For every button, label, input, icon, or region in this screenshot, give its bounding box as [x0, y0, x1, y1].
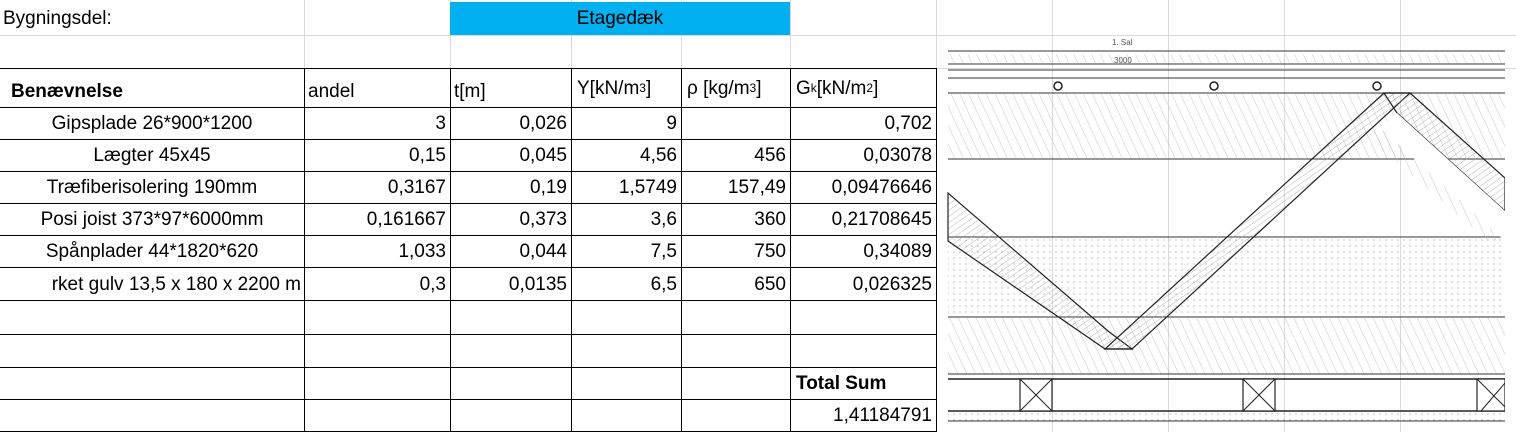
floor-section-drawing: 1. Sal 3000 — [947, 38, 1505, 422]
gk-mid-text: [kN/m — [816, 77, 867, 99]
row-gamma[interactable]: 7,5 — [650, 241, 677, 262]
row-name[interactable]: rket gulv 13,5 x 180 x 2200 m — [51, 273, 301, 295]
table-border — [0, 68, 937, 69]
row-rho[interactable]: 360 — [754, 209, 786, 230]
table-border — [936, 68, 937, 432]
grid-col-line — [1284, 0, 1285, 432]
row-thickness[interactable]: 0,026 — [519, 113, 567, 134]
gamma-close: ] — [645, 77, 652, 99]
row-name[interactable]: Spånplader 44*1820*620 — [45, 241, 259, 262]
table-border — [790, 68, 791, 432]
row-gamma[interactable]: 1,5749 — [618, 177, 677, 198]
gamma-base-text: Y[kN/m — [577, 77, 640, 99]
grid-col-line — [1052, 0, 1053, 432]
row-share[interactable]: 0,3167 — [387, 177, 446, 198]
table-border — [304, 68, 305, 432]
row-name[interactable]: Posi joist 373*97*6000mm — [40, 209, 264, 230]
row-thickness[interactable]: 0,0135 — [508, 273, 567, 295]
joist-diagonal — [1382, 92, 1505, 212]
row-gk[interactable]: 0,03078 — [863, 145, 932, 166]
rho-base-text: ρ [kg/m — [687, 77, 750, 99]
grid-col-line — [1400, 0, 1401, 432]
col-header-name[interactable]: Benævnelse — [11, 80, 123, 102]
row-share[interactable]: 0,161667 — [366, 209, 446, 230]
table-border — [0, 171, 937, 172]
row-thickness[interactable]: 0,373 — [519, 209, 567, 230]
table-border — [0, 367, 937, 368]
table-border — [571, 68, 572, 432]
bygningsdel-value[interactable]: Etagedæk — [450, 2, 790, 35]
row-thickness[interactable]: 0,045 — [519, 145, 567, 166]
col-header-rho[interactable]: ρ [kg/m 3] — [687, 77, 762, 99]
row-name[interactable]: Træfiberisolering 190mm — [46, 177, 258, 198]
gk-close: ] — [873, 77, 879, 99]
row-rho[interactable]: 650 — [754, 273, 786, 295]
row-rho[interactable]: 157,49 — [727, 177, 786, 198]
grid-col-line — [1168, 0, 1169, 432]
gk-base-text: G — [796, 77, 811, 99]
table-border — [0, 300, 937, 301]
col-header-gamma[interactable]: Y[kN/m 3] — [577, 77, 652, 99]
table-border — [0, 235, 937, 236]
row-rho[interactable] — [682, 108, 790, 139]
table-border — [0, 107, 937, 108]
row-share[interactable]: 1,033 — [398, 241, 446, 262]
grid-row-line — [0, 35, 1516, 36]
row-gk[interactable]: 0,026325 — [852, 273, 932, 295]
table-border — [681, 68, 682, 432]
row-share[interactable]: 0,3 — [419, 273, 446, 295]
row-rho[interactable]: 750 — [754, 241, 786, 262]
total-sum-label[interactable]: Total Sum — [796, 373, 887, 394]
nail-symbol — [1372, 81, 1382, 91]
dimension-label: 3000 — [1114, 56, 1132, 65]
col-header-share[interactable]: andel — [308, 80, 355, 102]
row-name[interactable]: Gipsplade 26*900*1200 — [51, 113, 253, 134]
table-border — [0, 334, 937, 335]
row-gk[interactable]: 0,09476646 — [831, 177, 932, 198]
row-rho[interactable]: 456 — [754, 145, 786, 166]
col-header-thickness[interactable]: t[m] — [454, 80, 486, 102]
nail-symbol — [1053, 81, 1063, 91]
row-thickness[interactable]: 0,19 — [530, 177, 567, 198]
row-gamma[interactable]: 4,56 — [640, 145, 677, 166]
row-gamma[interactable]: 6,5 — [650, 273, 677, 295]
level-label: 1. Sal — [1112, 38, 1133, 47]
table-border — [0, 139, 937, 140]
row-gamma[interactable]: 3,6 — [650, 209, 677, 230]
row-gk[interactable]: 0,21708645 — [831, 209, 932, 230]
table-border — [0, 399, 937, 400]
row-gamma[interactable]: 9 — [666, 113, 677, 134]
row-name[interactable]: Lægter 45x45 — [93, 145, 211, 166]
table-border — [450, 68, 451, 432]
table-border — [0, 267, 937, 268]
table-border — [0, 203, 937, 204]
row-share[interactable]: 3 — [435, 113, 446, 134]
row-gk[interactable]: 0,34089 — [863, 241, 932, 262]
rho-close: ] — [756, 77, 762, 99]
nail-symbol — [1209, 81, 1219, 91]
bygningsdel-label[interactable]: Bygningsdel: — [3, 8, 112, 29]
row-gk[interactable]: 0,702 — [884, 113, 932, 134]
total-sum-value[interactable]: 1,41184791 — [833, 405, 932, 426]
row-share[interactable]: 0,15 — [409, 145, 446, 166]
row-thickness[interactable]: 0,044 — [519, 241, 567, 262]
